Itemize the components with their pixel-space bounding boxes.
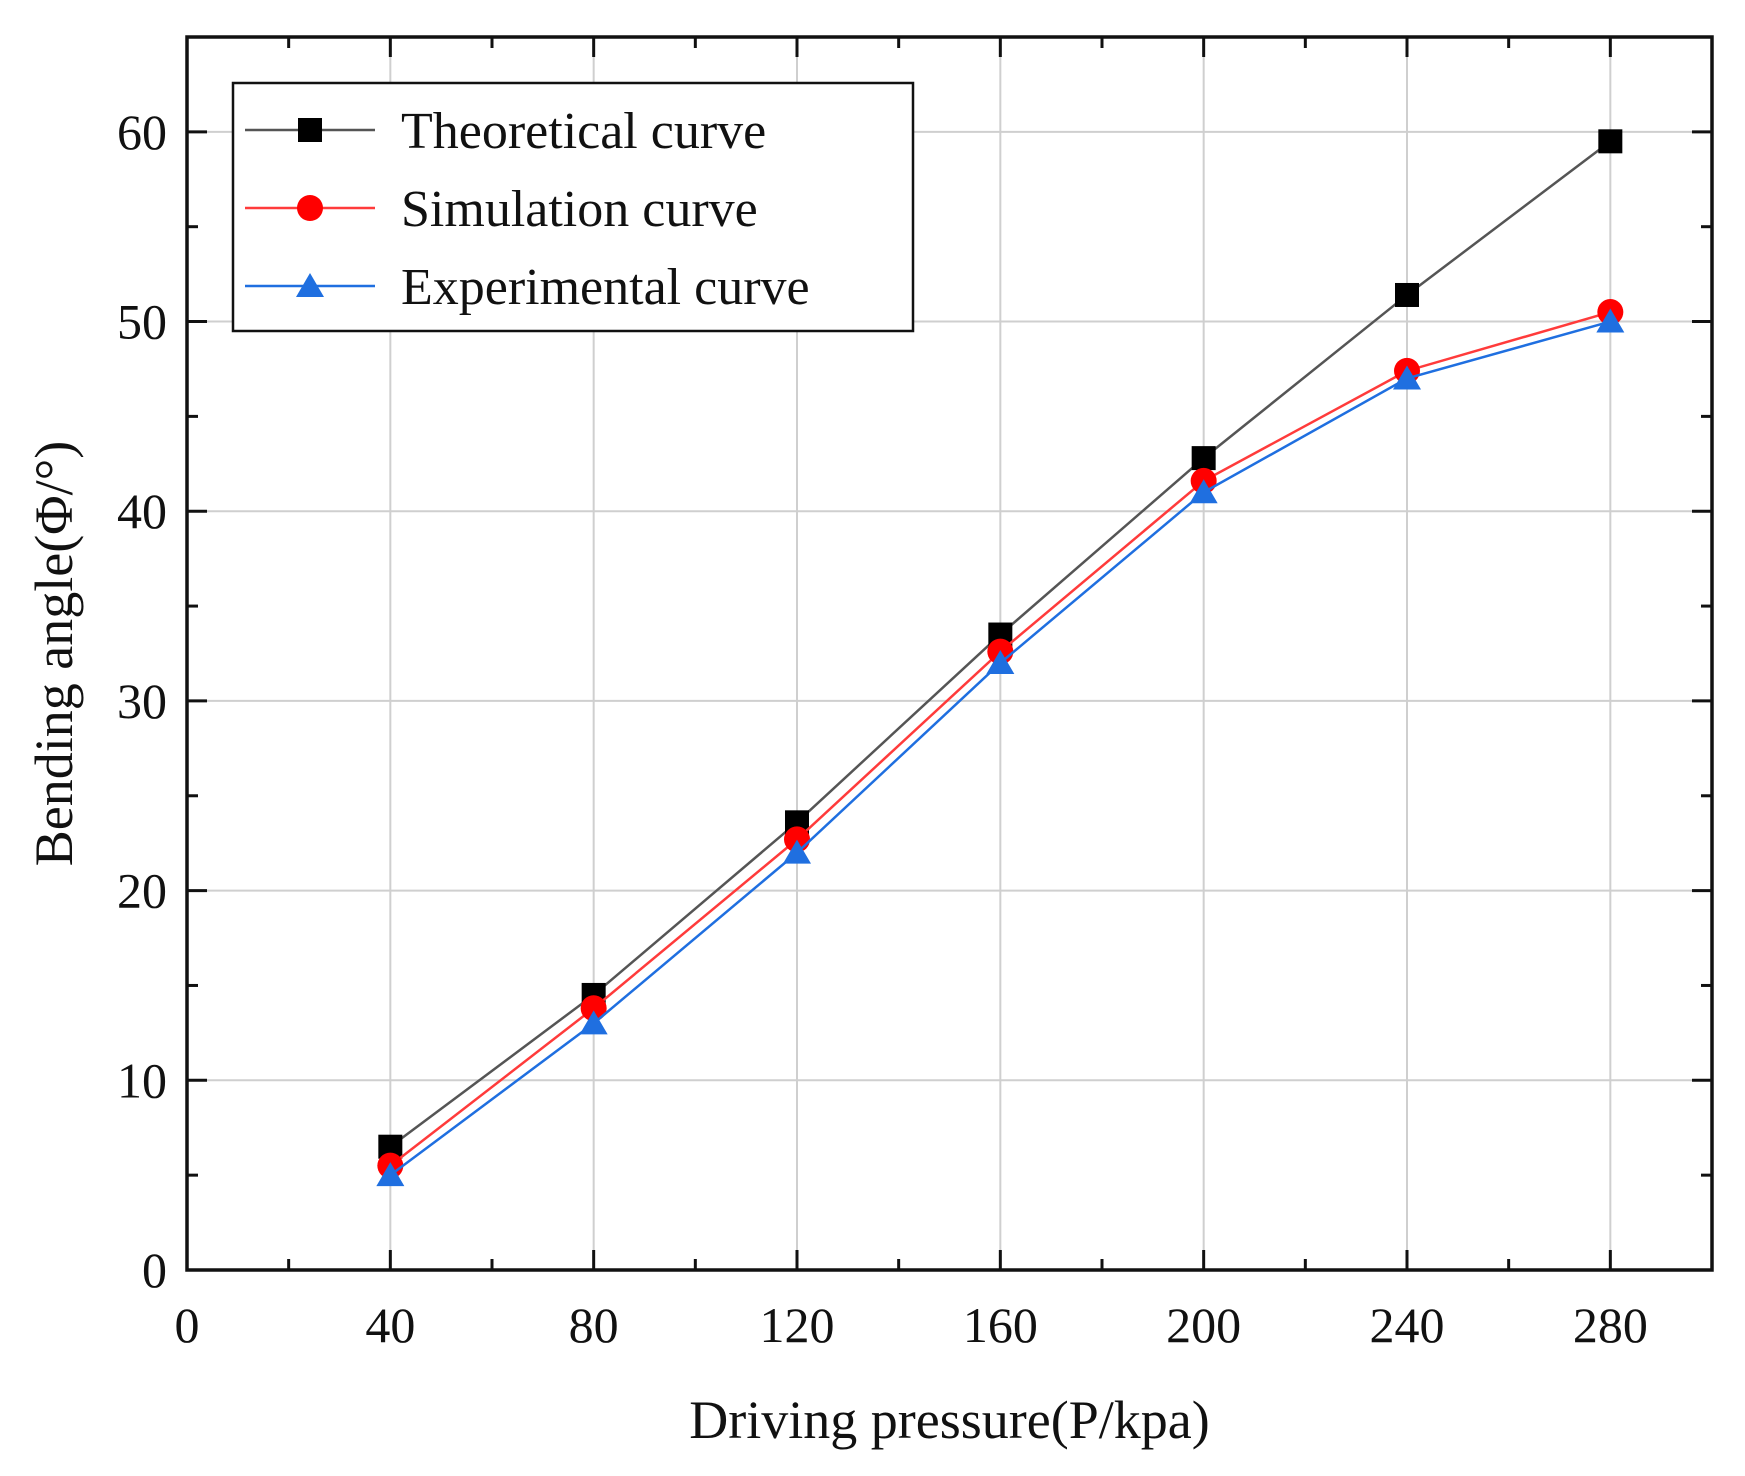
y-tick-label: 50 — [117, 294, 167, 350]
legend-label: Theoretical curve — [401, 103, 766, 160]
x-tick-label: 240 — [1370, 1297, 1445, 1353]
y-tick-label: 30 — [117, 673, 167, 729]
legend: Theoretical curve Simulation curve Experim… — [231, 81, 915, 333]
x-tick-label: 0 — [175, 1297, 200, 1353]
y-tick-label: 60 — [117, 104, 167, 160]
data-point-triangle — [1189, 479, 1218, 504]
x-tick-label: 160 — [963, 1297, 1038, 1353]
data-point-square — [298, 118, 322, 142]
data-point-triangle — [783, 839, 811, 864]
data-point-triangle — [579, 1010, 608, 1035]
legend-item-3: Experimental curve — [245, 259, 810, 316]
data-point-triangle — [1393, 365, 1421, 390]
data-point-triangle — [376, 1162, 405, 1187]
data-point-triangle — [1596, 308, 1625, 333]
series-layer — [376, 129, 1625, 1187]
series-3 — [376, 308, 1625, 1187]
legend-label: Experimental curve — [401, 259, 810, 316]
y-tick-label: 10 — [117, 1052, 167, 1108]
x-tick-label: 200 — [1166, 1297, 1241, 1353]
x-tick-label: 120 — [760, 1297, 835, 1353]
y-tick-label: 20 — [117, 863, 167, 919]
data-point-triangle — [986, 649, 1015, 674]
data-point-circle — [580, 995, 607, 1022]
x-axis-title: Driving pressure(P/kpa) — [689, 1390, 1209, 1450]
y-tick-label: 0 — [142, 1242, 167, 1298]
data-point-square — [1598, 129, 1623, 154]
series-1 — [378, 129, 1623, 1159]
x-tick-label: 280 — [1573, 1297, 1648, 1353]
data-point-square — [1191, 446, 1216, 471]
axes: 0 40 80 120 160 200 240 280 0 10 20 30 40 50 60 — [117, 35, 1714, 1353]
data-point-circle — [297, 195, 323, 221]
x-tick-label: 40 — [365, 1297, 415, 1353]
y-tick-label: 40 — [117, 483, 167, 539]
legend-label: Simulation curve — [401, 181, 758, 238]
y-axis-title: Bending angle(Φ/°) — [24, 441, 84, 866]
plot-frame — [185, 35, 1714, 1272]
data-point-triangle — [296, 273, 324, 297]
legend-item-2: Simulation curve — [245, 181, 758, 238]
legend-item-1: Theoretical curve — [245, 103, 766, 160]
x-tick-label: 80 — [569, 1297, 619, 1353]
data-point-square — [1395, 282, 1419, 307]
